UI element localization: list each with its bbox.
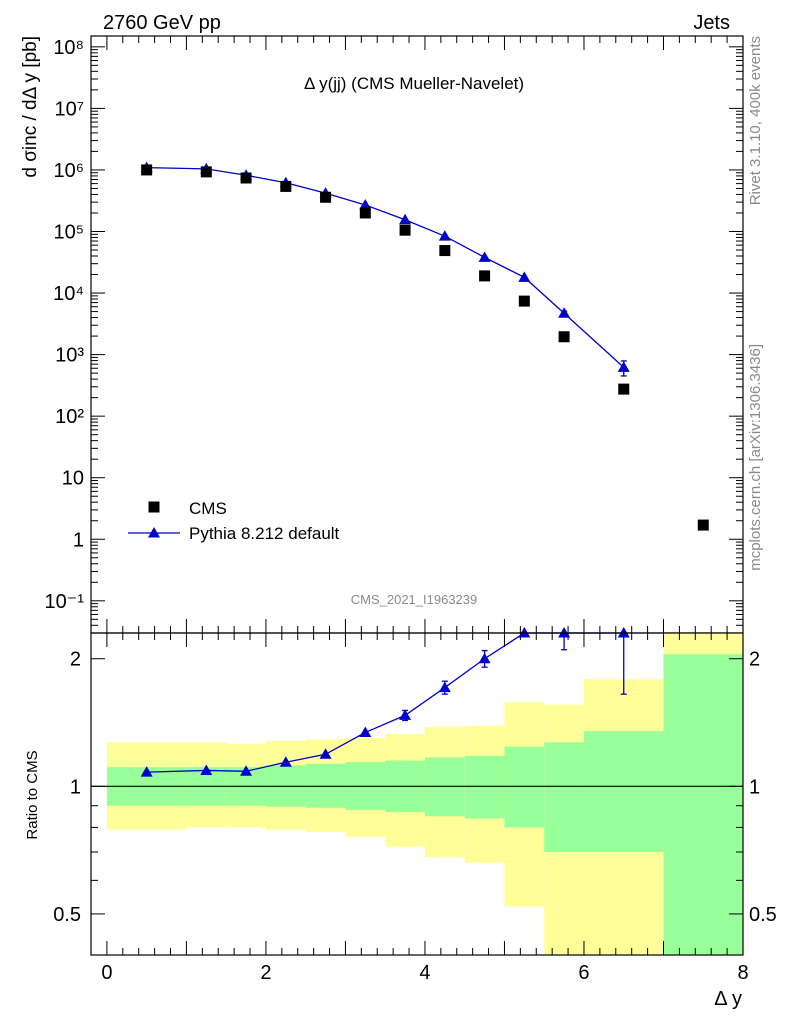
- mc-point: [558, 307, 571, 318]
- ratio-mc-point: [399, 709, 412, 720]
- mc-line: [146, 166, 625, 368]
- main-y-tick-label: 10⁵: [53, 221, 84, 243]
- ratio-frame: [90, 632, 744, 956]
- cms-point: [618, 383, 630, 395]
- ratio-y-tick-label: 0.5: [53, 904, 81, 926]
- cms-point: [200, 166, 212, 178]
- side-label-mcplots: mcplots.cern.ch [arXiv:1306.3436]: [747, 344, 764, 571]
- uncertainty-band-inner: [663, 654, 743, 955]
- mc-point: [518, 271, 531, 282]
- mc-point: [478, 251, 491, 262]
- side-label-rivet: Rivet 3.1.10, 400k events: [747, 36, 764, 205]
- ratio-mc-point: [558, 627, 571, 638]
- legend-mc-marker: [148, 527, 160, 538]
- cms-point: [439, 245, 451, 257]
- ratio-mc-point: [319, 748, 332, 759]
- main-frame: [90, 35, 744, 634]
- cms-point: [518, 295, 530, 307]
- uncertainty-band-inner: [464, 755, 505, 819]
- header-left: 2760 GeV pp: [103, 12, 221, 34]
- x-tick-label: 4: [419, 962, 430, 984]
- main-y-tick-label: 10⁷: [55, 98, 84, 120]
- ratio-mc-point: [478, 652, 491, 664]
- mc-point: [399, 213, 412, 225]
- x-tick-label: 6: [578, 962, 589, 984]
- main-y-tick-label: 10⁻¹: [45, 591, 85, 613]
- main-y-tick-label: 10⁶: [54, 160, 84, 182]
- ratio-mc-point: [359, 726, 372, 737]
- ratio-y-tick-label: 1: [70, 776, 81, 798]
- mc-point: [438, 230, 451, 241]
- ratio-mc-point: [279, 756, 292, 767]
- ratio-y-tick-label-right: 1: [749, 776, 760, 798]
- mc-point: [617, 361, 630, 372]
- legend-cms-marker: [148, 501, 160, 513]
- main-y-tick-label: 10⁴: [53, 283, 84, 305]
- legend-cms-label: CMS: [189, 499, 227, 518]
- mc-point: [359, 198, 372, 210]
- header-right: Jets: [693, 12, 730, 34]
- ratio-y-label: Ratio to CMS: [24, 750, 41, 839]
- cms-point: [280, 180, 292, 192]
- main-y-tick-label: 10²: [55, 406, 84, 428]
- cms-point: [558, 331, 570, 343]
- ratio-mc-point: [617, 627, 630, 638]
- cms-point: [141, 164, 153, 176]
- main-y-tick-label: 10³: [55, 345, 84, 367]
- x-tick-label: 0: [101, 962, 112, 984]
- main-y-tick-label: 10: [62, 468, 84, 490]
- x-axis-label: Δ y: [714, 988, 742, 1010]
- watermark: CMS_2021_I1963239: [351, 592, 478, 607]
- main-y-tick-label: 10⁸: [53, 37, 84, 59]
- ratio-y-tick-label: 2: [70, 649, 81, 671]
- uncertainty-band-inner: [583, 731, 664, 852]
- main-y-tick-label: 1: [73, 529, 84, 551]
- cms-point: [240, 172, 252, 184]
- ratio-panel: 0.5 0.5 1 1 2 2 0 2 4 6 8: [53, 627, 777, 984]
- cms-point: [359, 207, 371, 219]
- ratio-y-tick-label-right: 0.5: [749, 904, 777, 926]
- main-panel: 10⁻¹ 1 10 10² 10³ 10⁴ 10⁵ 10⁶ 10⁷ 10⁸ CMS Pythia 8.…: [45, 35, 744, 634]
- main-y-label: d σinc / dΔ y [pb]: [20, 36, 41, 178]
- cms-point: [697, 519, 709, 531]
- ratio-mc-point: [140, 766, 153, 777]
- main-title: Δ y(jj) (CMS Mueller-Navelet): [304, 74, 524, 93]
- ratio-mc-point: [240, 765, 253, 776]
- ratio-y-tick-label-right: 2: [749, 649, 760, 671]
- cms-point: [320, 191, 332, 203]
- cms-point: [399, 224, 411, 236]
- uncertainty-band-inner: [544, 742, 584, 852]
- ratio-mc-point: [438, 681, 451, 693]
- cms-point: [479, 270, 491, 282]
- x-tick-label: 8: [737, 962, 748, 984]
- ratio-mc-point: [518, 627, 531, 638]
- uncertainty-band-inner: [504, 746, 545, 828]
- x-tick-label: 2: [260, 962, 271, 984]
- ratio-mc-point: [200, 764, 213, 775]
- legend-mc-label: Pythia 8.212 default: [189, 524, 340, 543]
